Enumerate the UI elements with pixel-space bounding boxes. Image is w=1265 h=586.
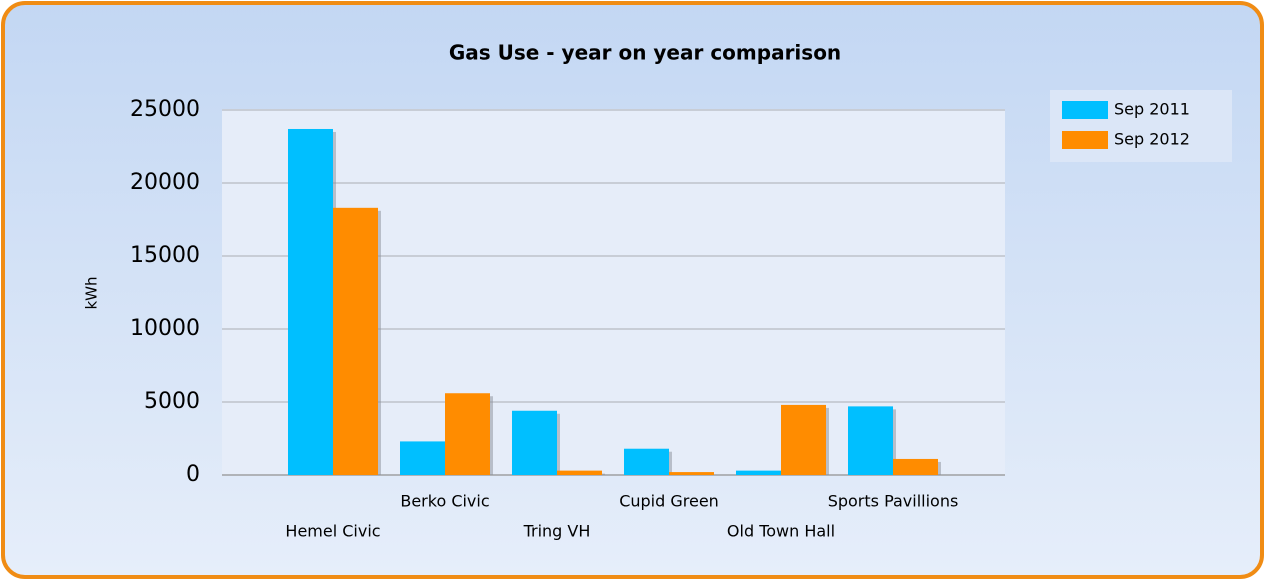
bar <box>624 448 669 475</box>
bar <box>669 472 714 475</box>
x-tick-label: Cupid Green <box>619 492 719 511</box>
bar <box>288 128 333 476</box>
legend-label: Sep 2011 <box>1114 100 1190 119</box>
y-tick-label: 25000 <box>130 97 200 122</box>
y-tick-label: 0 <box>186 462 200 487</box>
bar <box>445 393 490 475</box>
x-tick-label: Hemel Civic <box>285 522 380 541</box>
x-tick-label: Old Town Hall <box>727 522 835 541</box>
y-tick-label: 5000 <box>144 389 200 414</box>
bar <box>781 404 826 475</box>
bar <box>400 441 445 475</box>
bar <box>736 470 781 475</box>
bar <box>893 458 938 475</box>
y-tick-label: 10000 <box>130 316 200 341</box>
legend-swatch <box>1062 131 1108 149</box>
y-tick-label: 15000 <box>130 243 200 268</box>
x-tick-label: Tring VH <box>523 522 591 541</box>
bar <box>848 406 893 475</box>
legend-swatch <box>1062 101 1108 119</box>
x-tick-label: Berko Civic <box>400 492 489 511</box>
bar <box>512 410 557 475</box>
y-axis-label: kWh <box>83 276 101 309</box>
x-tick-label: Sports Pavillions <box>828 492 959 511</box>
chart-title: Gas Use - year on year comparison <box>449 41 841 65</box>
bar <box>557 470 602 475</box>
bar <box>333 207 378 475</box>
legend-label: Sep 2012 <box>1114 130 1190 149</box>
y-tick-label: 20000 <box>130 170 200 195</box>
